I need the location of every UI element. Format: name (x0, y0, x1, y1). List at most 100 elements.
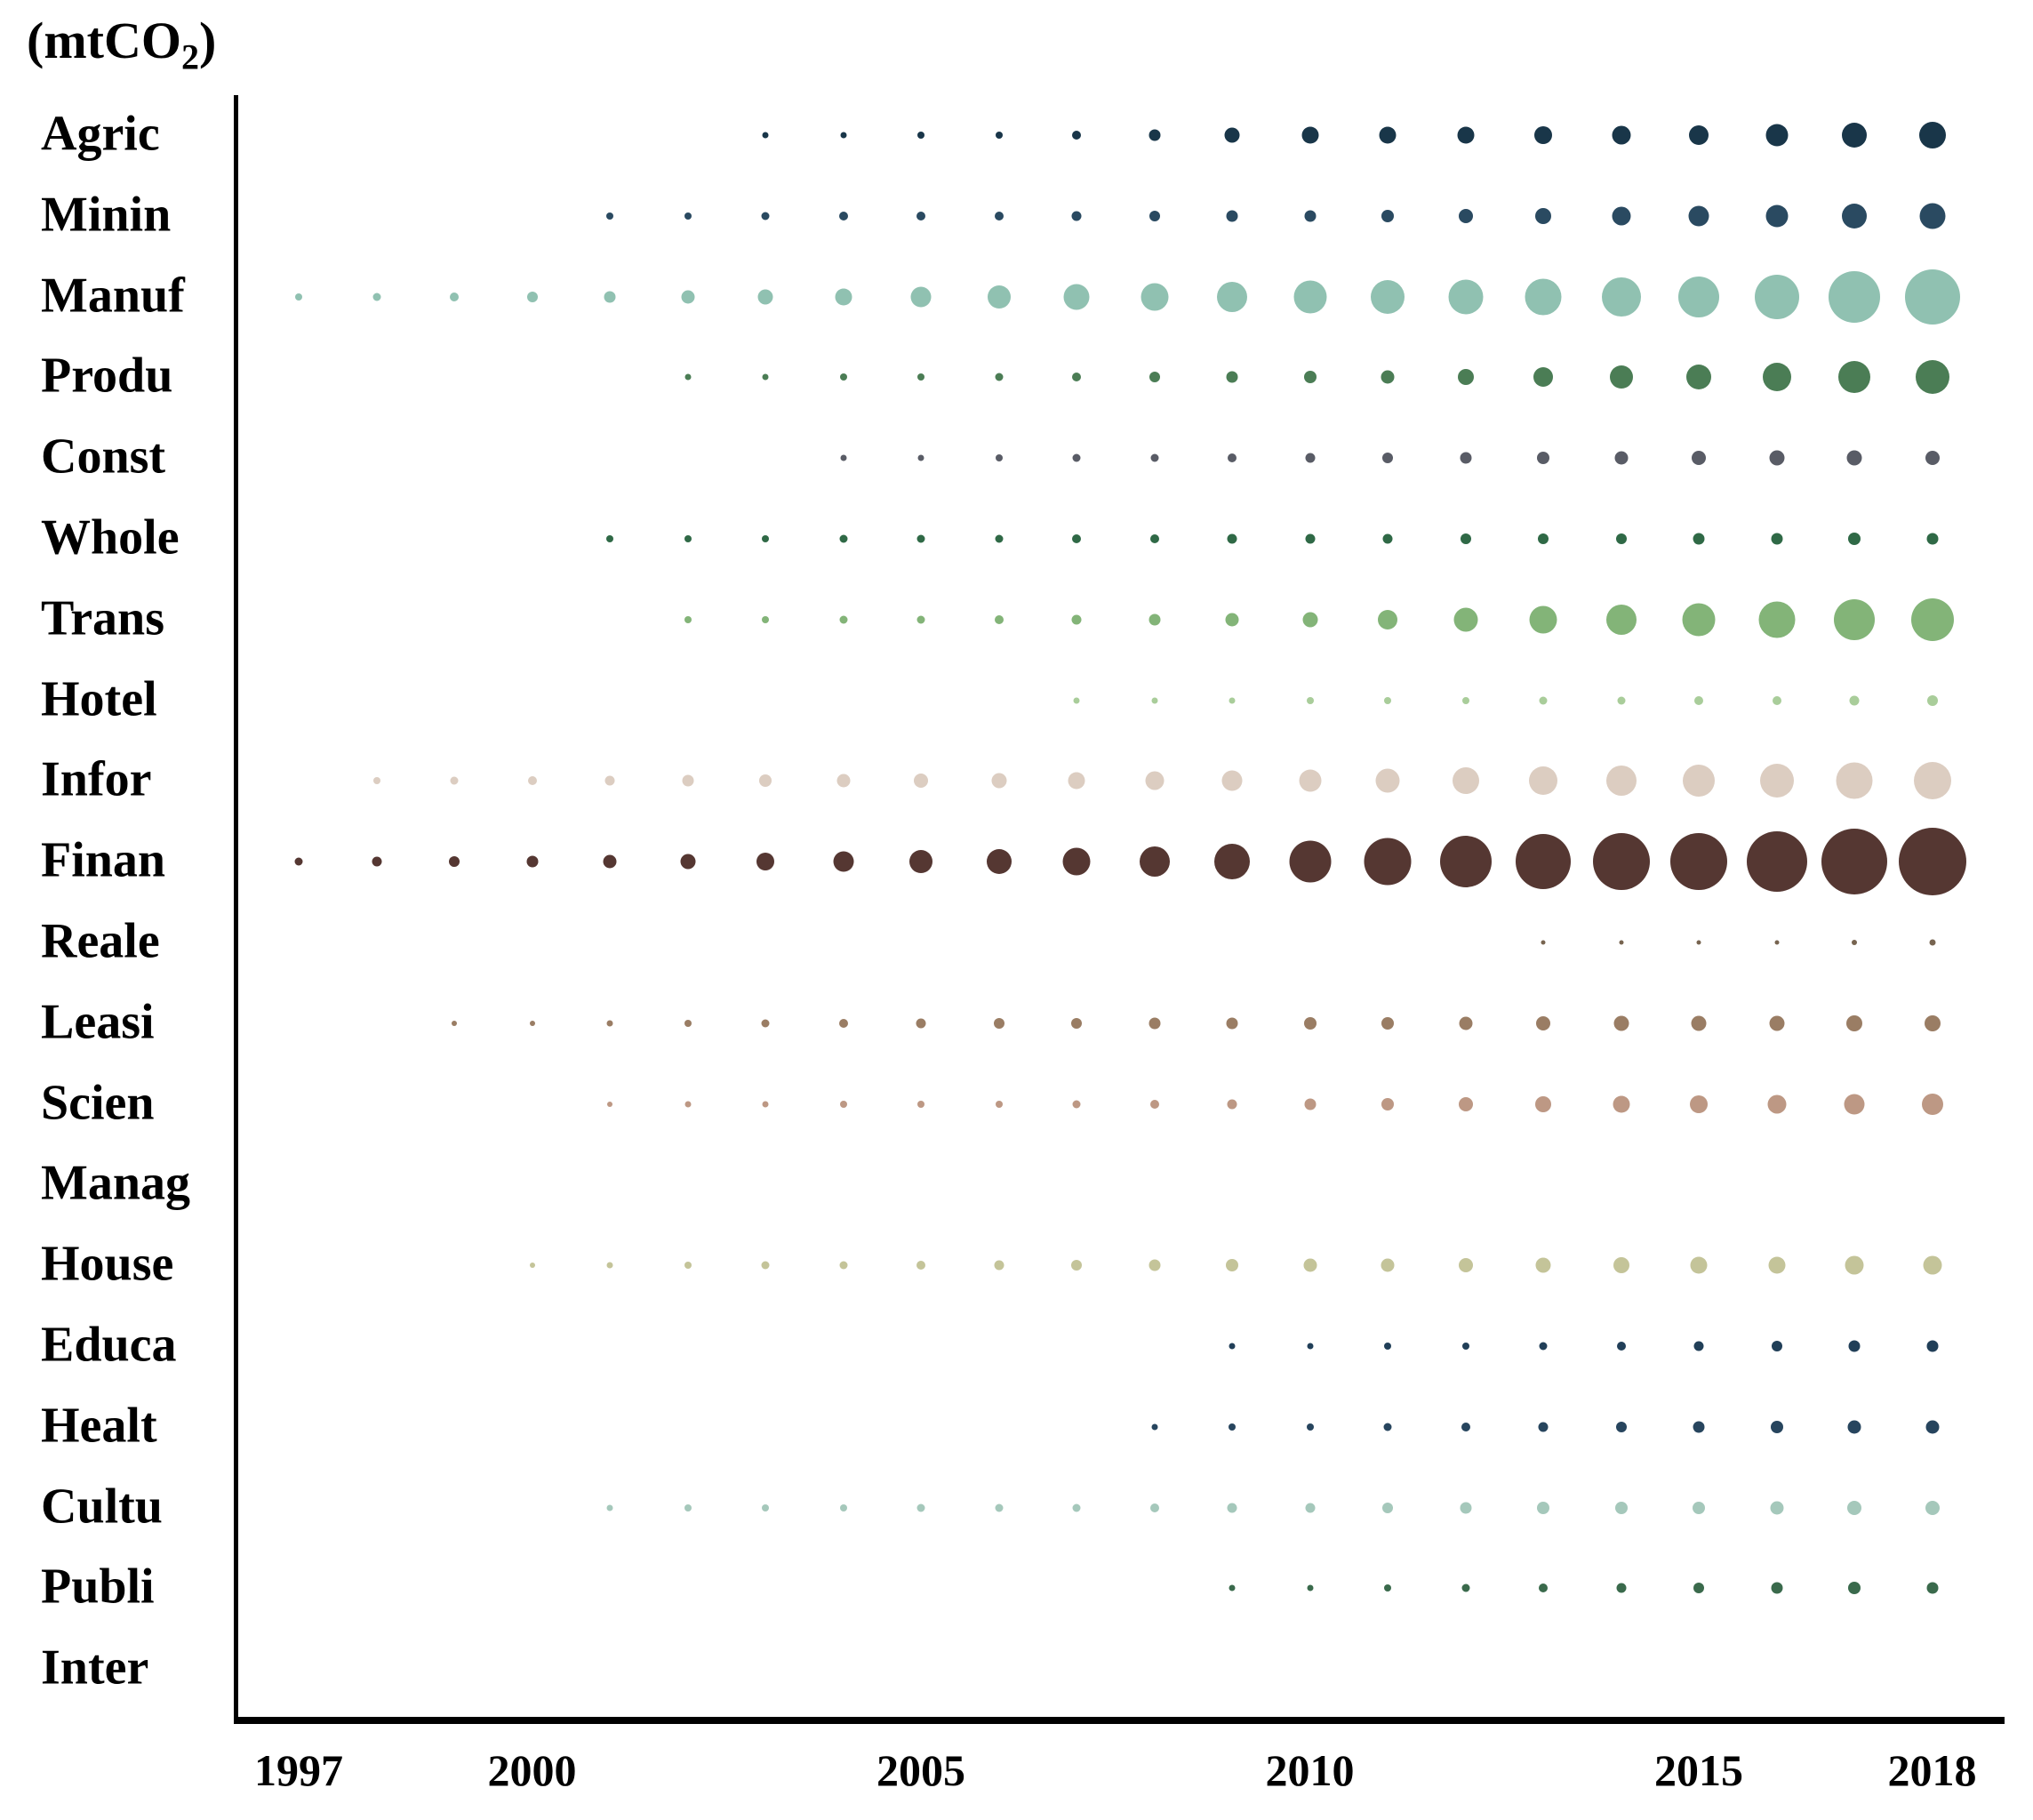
bubble-manuf-2011 (1371, 279, 1405, 314)
bubble-reale-2016 (1774, 940, 1779, 945)
bubble-minin-2015 (1688, 205, 1709, 227)
bubble-manuf-2005 (910, 286, 932, 308)
bubble-house-2011 (1381, 1258, 1395, 1272)
bubble-infor-2014 (1605, 766, 1637, 797)
bubble-agric-2014 (1612, 125, 1630, 145)
bubble-minin-2011 (1381, 209, 1394, 222)
bubble-cultu-2009 (1227, 1503, 1237, 1513)
bubble-produ-2009 (1226, 371, 1238, 383)
bubble-educa-2009 (1229, 1343, 1236, 1350)
bubble-scien-2017 (1844, 1094, 1865, 1115)
bubble-leasi-2008 (1149, 1017, 1160, 1030)
bubble-minin-2010 (1304, 210, 1316, 222)
bubble-infor-2015 (1683, 765, 1715, 798)
bubble-healt-2008 (1151, 1423, 1157, 1431)
bubble-agric-2006 (995, 132, 1003, 139)
y-axis-label-minin: Minin (41, 187, 172, 243)
bubble-whole-2010 (1305, 533, 1315, 544)
bubble-house-2000 (529, 1263, 535, 1269)
bubble-manuf-2006 (987, 285, 1011, 309)
bubble-produ-2013 (1533, 367, 1553, 388)
bubble-agric-2017 (1842, 123, 1867, 148)
bubble-cultu-2017 (1847, 1500, 1861, 1515)
bubble-publi-2017 (1848, 1582, 1861, 1595)
bubble-cultu-2008 (1149, 1503, 1159, 1512)
bubble-whole-2004 (839, 534, 847, 543)
bubble-educa-2012 (1461, 1343, 1469, 1350)
bubble-manuf-1997 (295, 293, 302, 301)
bubble-agric-2007 (1072, 131, 1081, 140)
bubble-scien-2008 (1149, 1099, 1159, 1109)
bubble-scien-2006 (995, 1100, 1003, 1108)
y-axis-label-finan: Finan (41, 832, 166, 888)
bubble-finan-2001 (603, 854, 617, 869)
bubble-educa-2015 (1693, 1341, 1704, 1351)
bubble-healt-2015 (1693, 1421, 1705, 1433)
bubble-minin-2007 (1071, 211, 1082, 221)
bubble-manuf-1998 (372, 293, 380, 301)
bubble-minin-2018 (1919, 203, 1945, 229)
bubble-cultu-2014 (1614, 1501, 1628, 1514)
bubble-leasi-2013 (1536, 1015, 1550, 1030)
bubble-minin-2009 (1226, 210, 1238, 222)
bubble-cultu-2004 (839, 1503, 847, 1511)
bubble-reale-2017 (1852, 940, 1857, 945)
x-tick-label-2000: 2000 (487, 1745, 577, 1795)
bubble-minin-2002 (684, 212, 692, 220)
bubble-publi-2013 (1539, 1583, 1548, 1593)
bubble-scien-2009 (1227, 1099, 1237, 1110)
bubble-leasi-2004 (838, 1018, 848, 1028)
y-axis-label-agric: Agric (41, 106, 160, 162)
bubble-manuf-2010 (1293, 280, 1326, 314)
bubble-trans-2018 (1910, 597, 1954, 641)
x-tick-label-2018: 2018 (1887, 1745, 1977, 1795)
bubble-publi-2012 (1461, 1583, 1469, 1592)
bubble-const-2009 (1228, 453, 1237, 463)
bubble-scien-2014 (1613, 1095, 1629, 1113)
chart-title-text: (mtCO (27, 12, 181, 69)
bubble-const-2005 (917, 454, 924, 461)
bubble-hotel-2015 (1694, 695, 1703, 705)
bubble-infor-2005 (914, 774, 928, 789)
bubble-finan-2003 (756, 853, 774, 871)
bubble-scien-2012 (1458, 1096, 1473, 1111)
bubble-manuf-2016 (1754, 274, 1799, 319)
bubble-infor-2006 (991, 773, 1006, 789)
bubble-finan-2008 (1139, 846, 1170, 878)
bubble-produ-2008 (1149, 372, 1160, 383)
bubble-const-2013 (1537, 452, 1549, 465)
bubble-house-2008 (1149, 1259, 1160, 1271)
bubble-healt-2013 (1538, 1422, 1549, 1432)
bubble-manuf-2007 (1063, 284, 1090, 310)
bubble-leasi-2006 (993, 1017, 1004, 1029)
bubble-finan-2011 (1364, 838, 1412, 886)
bubble-trans-2013 (1529, 605, 1557, 634)
bubble-house-2016 (1768, 1256, 1785, 1274)
bubble-finan-2004 (833, 851, 853, 872)
bubble-cultu-2016 (1770, 1501, 1783, 1515)
bubble-minin-2004 (838, 211, 848, 220)
bubble-produ-2007 (1072, 373, 1081, 382)
bubble-minin-2014 (1612, 206, 1630, 226)
chart-title-suffix: ) (198, 12, 217, 69)
bubble-produ-2004 (839, 373, 847, 381)
bubble-minin-2016 (1765, 204, 1788, 228)
bubble-manuf-2009 (1217, 281, 1247, 312)
bubble-produ-2015 (1686, 365, 1711, 390)
bubble-whole-2014 (1615, 533, 1627, 544)
bubble-house-2007 (1071, 1260, 1082, 1271)
bubble-leasi-2007 (1071, 1017, 1082, 1029)
bubble-educa-2010 (1307, 1343, 1313, 1350)
bubble-const-2015 (1692, 451, 1706, 466)
bubble-produ-2017 (1838, 361, 1870, 394)
bubble-whole-2018 (1926, 533, 1938, 545)
bubble-whole-2011 (1382, 533, 1393, 544)
bubble-whole-2007 (1072, 534, 1081, 543)
x-axis-line (234, 1717, 2005, 1724)
bubble-leasi-2018 (1924, 1014, 1941, 1031)
bubble-infor-2018 (1913, 762, 1951, 800)
y-axis-label-publi: Publi (41, 1559, 155, 1616)
bubble-cultu-2003 (762, 1503, 769, 1511)
bubble-scien-2002 (684, 1101, 691, 1108)
bubble-cultu-2005 (916, 1503, 925, 1512)
